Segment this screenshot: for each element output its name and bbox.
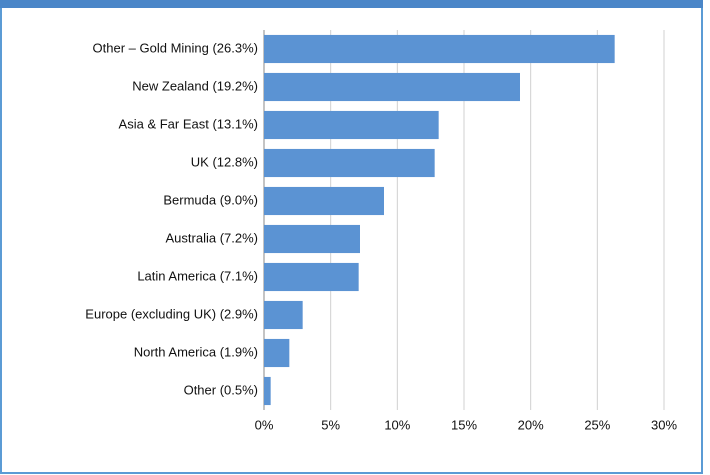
x-tick-label: 20%: [518, 417, 544, 432]
y-tick-label: Other – Gold Mining (26.3%): [93, 40, 258, 55]
x-tick-label: 30%: [651, 417, 677, 432]
bar: [264, 376, 271, 406]
bar: [264, 224, 360, 254]
bar: [264, 110, 439, 140]
x-tick-label: 10%: [384, 417, 410, 432]
y-tick-label: Asia & Far East (13.1%): [119, 116, 258, 131]
y-tick-label: Australia (7.2%): [166, 230, 258, 245]
x-tick-label: 0%: [255, 417, 274, 432]
y-tick-label: New Zealand (19.2%): [132, 78, 258, 93]
bar: [264, 148, 435, 178]
bar: [264, 338, 290, 368]
y-tick-label: Other (0.5%): [184, 382, 258, 397]
y-tick-label: Latin America (7.1%): [137, 268, 258, 283]
bar: [264, 262, 359, 292]
bar: [264, 300, 303, 330]
bar: [264, 186, 384, 216]
bar: [264, 72, 520, 102]
y-tick-label: North America (1.9%): [134, 344, 258, 359]
bar: [264, 34, 615, 64]
x-tick-label: 15%: [451, 417, 477, 432]
y-tick-label: Europe (excluding UK) (2.9%): [85, 306, 258, 321]
y-tick-label: Bermuda (9.0%): [163, 192, 258, 207]
x-tick-label: 25%: [584, 417, 610, 432]
y-tick-label: UK (12.8%): [191, 154, 258, 169]
top-band: [0, 0, 703, 8]
x-tick-label: 5%: [321, 417, 340, 432]
